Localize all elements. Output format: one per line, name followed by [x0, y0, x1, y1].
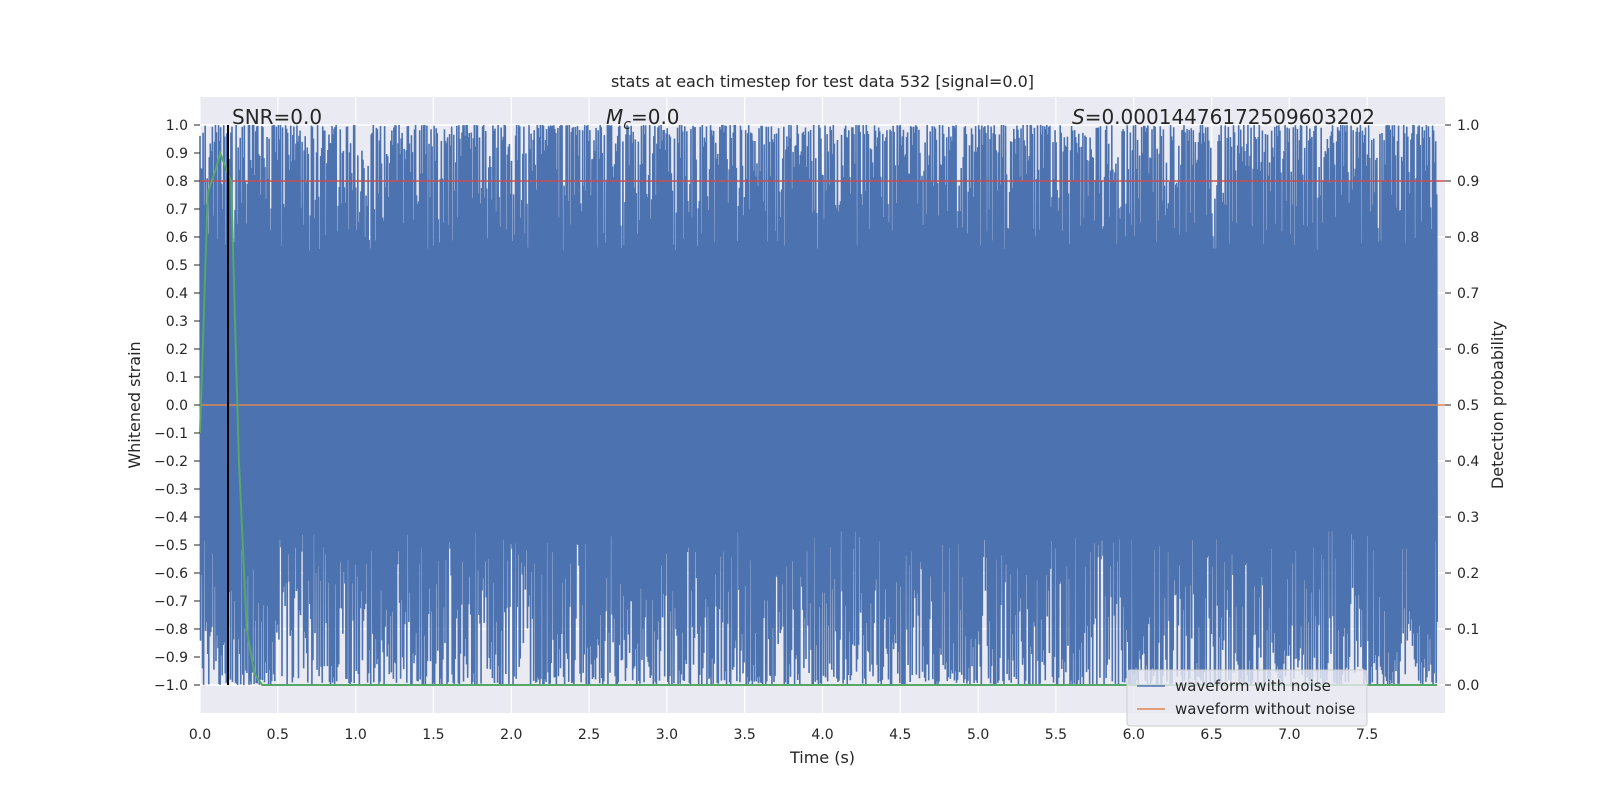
- y2-tick-label: 0.2: [1457, 566, 1479, 582]
- tick-labels: 0.0 0.5 1.0 1.5 2.0 2.5 3.0 3.5 4.0 4.5 5.0 5.5 6.0 6…: [154, 118, 1479, 743]
- y2-tick-label: 0.9: [1457, 174, 1479, 190]
- snr-annotation: SNR=0.0: [232, 105, 322, 129]
- y-tick-label: −0.4: [154, 510, 188, 526]
- s-symbol: S: [1072, 105, 1085, 129]
- y-tick-label: −0.2: [154, 454, 188, 470]
- y2-tick-label: 0.6: [1457, 342, 1479, 358]
- x-tick-label: 2.5: [578, 727, 600, 743]
- x-tick-label: 7.0: [1278, 727, 1300, 743]
- y2-tick-label: 0.5: [1457, 398, 1479, 414]
- x-tick-label: 1.5: [422, 727, 444, 743]
- mc-annotation: Mc=0.0: [606, 105, 680, 133]
- y-tick-label: −0.9: [154, 650, 188, 666]
- x-tick-label: 1.0: [344, 727, 366, 743]
- x-tick-label: 0.5: [267, 727, 289, 743]
- series-layer: [199, 124, 1445, 686]
- chart-title: stats at each timestep for test data 532…: [611, 72, 1034, 91]
- legend-label-waveform-with-noise: waveform with noise: [1175, 677, 1331, 695]
- y-tick-label: −0.1: [154, 426, 188, 442]
- y2-tick-label: 0.4: [1457, 454, 1479, 470]
- series-detection-probability: [199, 149, 1438, 686]
- s-value: =0.00014476172509603202: [1085, 105, 1375, 129]
- x-tick-label: 3.0: [656, 727, 678, 743]
- y-tick-label: 0.1: [166, 370, 188, 386]
- y-tick-label: −1.0: [154, 678, 188, 694]
- y2-tick-label: 0.3: [1457, 510, 1479, 526]
- x-tick-label: 7.5: [1356, 727, 1378, 743]
- y-tick-label: 0.7: [166, 202, 188, 218]
- x-tick-label: 2.0: [500, 727, 522, 743]
- x-tick-label: 6.5: [1200, 727, 1222, 743]
- y2-tick-label: 0.1: [1457, 622, 1479, 638]
- legend-box: [1126, 669, 1368, 727]
- y-tick-label: −0.7: [154, 594, 188, 610]
- x-tick-label: 4.0: [811, 727, 833, 743]
- y2-tick-label: 0.8: [1457, 230, 1479, 246]
- y-tick-label: 0.4: [166, 286, 188, 302]
- y-tick-label: 0.8: [166, 174, 188, 190]
- y-tick-label: 0.0: [166, 398, 188, 414]
- y-tick-label: 0.6: [166, 230, 188, 246]
- x-axis-label: Time (s): [789, 748, 855, 767]
- x-tick-label: 5.5: [1045, 727, 1067, 743]
- x-tick-label: 0.0: [189, 727, 211, 743]
- x-tick-label: 3.5: [734, 727, 756, 743]
- x-tick-label: 4.5: [889, 727, 911, 743]
- mc-subscript: c: [623, 117, 631, 133]
- y-axis-label: Whitened strain: [125, 341, 144, 468]
- mc-symbol: M: [606, 105, 623, 129]
- y-tick-label: 0.3: [166, 314, 188, 330]
- y-tick-label: 0.5: [166, 258, 188, 274]
- y-tick-label: −0.5: [154, 538, 188, 554]
- y-tick-label: −0.8: [154, 622, 188, 638]
- y-tick-label: 0.2: [166, 342, 188, 358]
- y-tick-label: 0.9: [166, 146, 188, 162]
- mc-value: =0.0: [631, 105, 680, 129]
- x-tick-label: 6.0: [1123, 727, 1145, 743]
- s-annotation: S=0.00014476172509603202: [1072, 105, 1375, 129]
- y-tick-label: 1.0: [166, 118, 188, 134]
- y2-axis-label: Detection probability: [1488, 321, 1507, 489]
- x-tick-label: 5.0: [967, 727, 989, 743]
- y2-tick-label: 0.0: [1457, 678, 1479, 694]
- y-tick-label: −0.6: [154, 566, 188, 582]
- legend-label-waveform-without-noise: waveform without noise: [1175, 700, 1355, 718]
- legend: waveform with noise waveform without noi…: [1126, 669, 1368, 727]
- y2-tick-label: 0.7: [1457, 286, 1479, 302]
- y-tick-label: −0.3: [154, 482, 188, 498]
- y2-tick-label: 1.0: [1457, 118, 1479, 134]
